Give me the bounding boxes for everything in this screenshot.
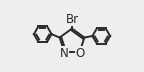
Text: N: N (59, 47, 68, 60)
Text: Br: Br (66, 13, 79, 26)
Text: O: O (75, 47, 85, 60)
